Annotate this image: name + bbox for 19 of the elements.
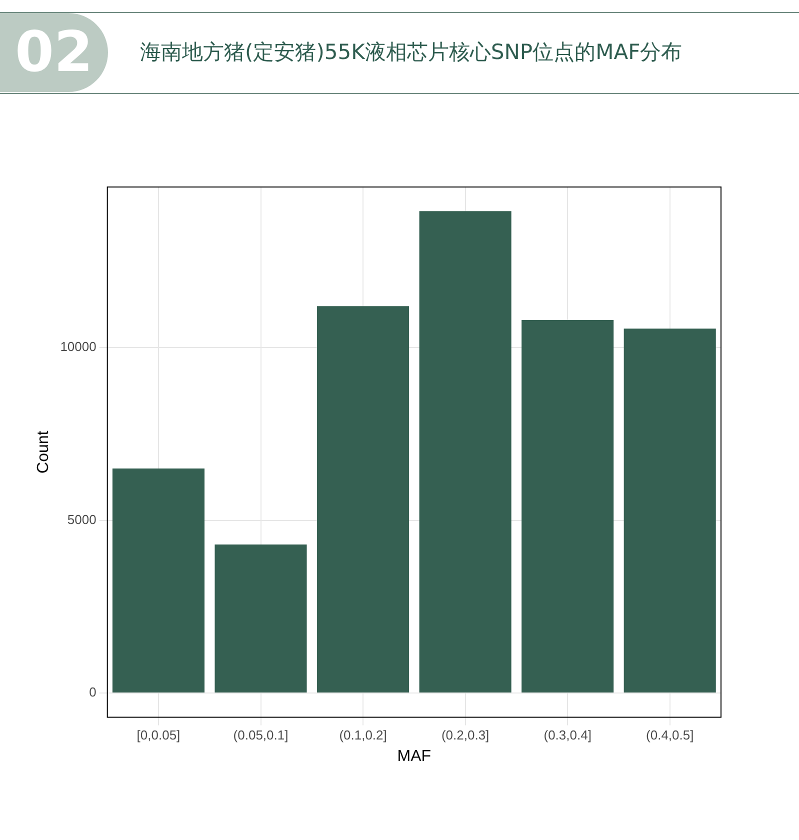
x-tick-label: [0,0.05] (136, 728, 180, 743)
y-tick-label: 5000 (67, 512, 96, 527)
text: 02 (0, 13, 108, 92)
x-tick-label: (0.05,0.1] (233, 728, 288, 743)
bar (214, 544, 307, 693)
bar (317, 306, 410, 693)
bar (522, 320, 614, 693)
x-axis-title: MAF (397, 748, 432, 765)
x-tick-label: (0.2,0.3] (441, 728, 490, 743)
bar (419, 211, 512, 693)
chart-title: 海南地方猪(定安猪)55K液相芯片核心SNP位点的MAF分布 (140, 39, 684, 66)
y-tick-label: 0 (89, 684, 96, 700)
y-tick-label: 10000 (60, 339, 96, 354)
bar (624, 328, 716, 693)
y-axis-title: Count (35, 430, 52, 474)
x-tick-label: (0.3,0.4] (544, 728, 592, 743)
bar (112, 468, 205, 693)
x-tick-label: (0.1,0.2] (339, 728, 387, 743)
x-tick-label: (0.4,0.5] (646, 728, 694, 743)
